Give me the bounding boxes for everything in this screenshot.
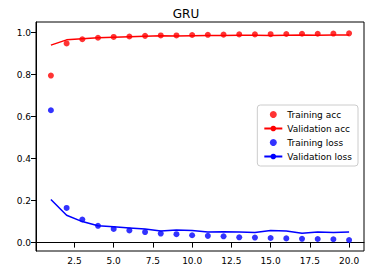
svg-text:Validation loss: Validation loss (287, 152, 352, 162)
svg-text:15.0: 15.0 (261, 256, 281, 266)
svg-text:1.0: 1.0 (17, 28, 32, 38)
svg-text:0.0: 0.0 (17, 238, 32, 248)
svg-text:0.8: 0.8 (17, 70, 32, 80)
svg-text:20.0: 20.0 (339, 256, 359, 266)
svg-text:Validation acc: Validation acc (287, 124, 350, 134)
svg-text:GRU: GRU (173, 7, 199, 21)
svg-text:0.2: 0.2 (17, 196, 31, 206)
svg-text:0.4: 0.4 (17, 154, 32, 164)
svg-text:2.5: 2.5 (67, 256, 81, 266)
svg-text:17.5: 17.5 (300, 256, 320, 266)
svg-text:12.5: 12.5 (221, 256, 241, 266)
svg-text:5.0: 5.0 (107, 256, 122, 266)
svg-text:10.0: 10.0 (182, 256, 202, 266)
svg-text:Training loss: Training loss (286, 138, 343, 148)
svg-text:Training acc: Training acc (286, 110, 341, 120)
svg-text:0.6: 0.6 (17, 112, 32, 122)
svg-text:7.5: 7.5 (146, 256, 160, 266)
